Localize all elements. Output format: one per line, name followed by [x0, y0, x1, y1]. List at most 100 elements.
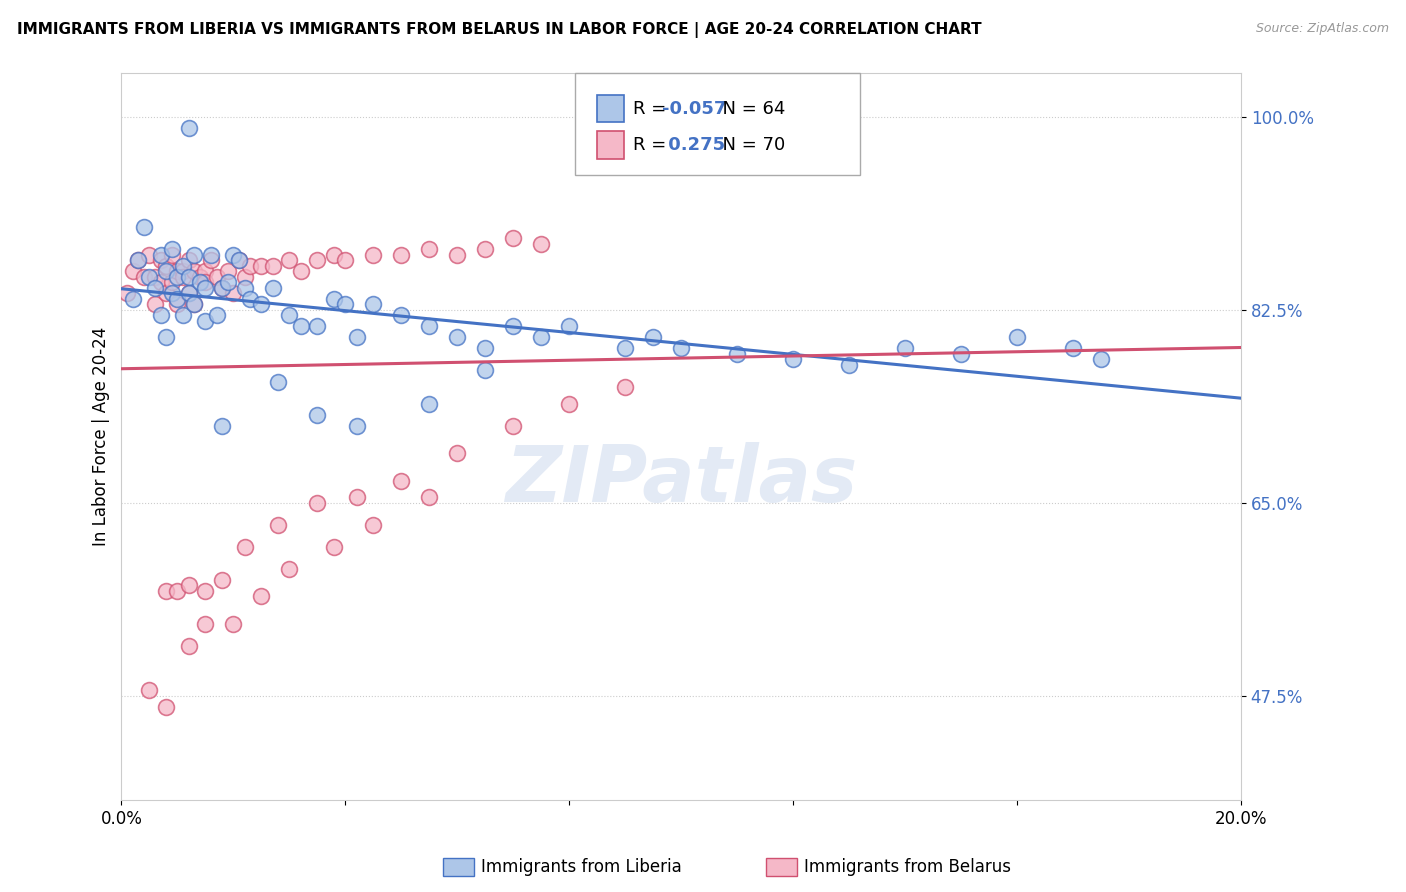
Point [211, 573, 233, 587]
Point [530, 330, 553, 344]
Point [363, 248, 385, 262]
Point [217, 276, 239, 290]
Point [250, 590, 273, 604]
Point [160, 242, 183, 256]
Point [346, 490, 368, 504]
Point [363, 297, 385, 311]
Point [1005, 330, 1028, 344]
Point [1090, 352, 1112, 367]
Point [155, 264, 177, 278]
Point [558, 319, 581, 334]
Text: ZIPatlas: ZIPatlas [505, 442, 858, 518]
Text: Immigrants from Belarus: Immigrants from Belarus [804, 858, 1011, 876]
Point [558, 396, 581, 410]
Point [307, 408, 329, 422]
Point [166, 292, 188, 306]
Point [418, 396, 440, 410]
Point [138, 248, 160, 262]
Point [160, 286, 183, 301]
Point [446, 248, 468, 262]
Point [346, 330, 368, 344]
Point [267, 517, 290, 532]
Point [172, 269, 194, 284]
Point [177, 121, 200, 136]
Text: N = 64: N = 64 [711, 100, 786, 118]
Point [115, 286, 138, 301]
Point [149, 248, 172, 262]
Text: -0.057: -0.057 [662, 100, 727, 118]
Point [149, 309, 172, 323]
Point [233, 540, 256, 554]
Point [474, 363, 496, 377]
Point [307, 253, 329, 268]
Point [155, 699, 177, 714]
Point [172, 264, 194, 278]
Point [166, 583, 188, 598]
Point [138, 683, 160, 698]
Point [446, 330, 468, 344]
Point [166, 269, 188, 284]
Point [278, 309, 301, 323]
Point [418, 319, 440, 334]
Point [132, 269, 155, 284]
Point [418, 490, 440, 504]
Point [194, 264, 217, 278]
Text: R =: R = [633, 136, 672, 154]
Point [211, 281, 233, 295]
Point [643, 330, 665, 344]
Point [474, 242, 496, 256]
Point [239, 259, 262, 273]
Point [222, 286, 245, 301]
Y-axis label: In Labor Force | Age 20-24: In Labor Force | Age 20-24 [93, 327, 110, 546]
Text: IMMIGRANTS FROM LIBERIA VS IMMIGRANTS FROM BELARUS IN LABOR FORCE | AGE 20-24 CO: IMMIGRANTS FROM LIBERIA VS IMMIGRANTS FR… [17, 22, 981, 38]
Point [782, 352, 804, 367]
Text: R =: R = [633, 100, 672, 118]
Point [502, 418, 524, 433]
Point [177, 269, 200, 284]
Point [217, 264, 239, 278]
Point [177, 286, 200, 301]
Point [183, 297, 205, 311]
Point [143, 297, 166, 311]
Point [233, 269, 256, 284]
Point [1062, 342, 1084, 356]
Point [614, 342, 637, 356]
Point [335, 253, 357, 268]
Point [250, 297, 273, 311]
Point [132, 220, 155, 235]
Point [211, 281, 233, 295]
Point [155, 259, 177, 273]
Text: Source: ZipAtlas.com: Source: ZipAtlas.com [1256, 22, 1389, 36]
Point [155, 286, 177, 301]
Point [121, 264, 143, 278]
Point [194, 281, 217, 295]
Point [160, 276, 183, 290]
Point [205, 309, 228, 323]
Point [200, 248, 222, 262]
Point [239, 292, 262, 306]
Point [669, 342, 692, 356]
Point [200, 253, 222, 268]
Point [149, 276, 172, 290]
Bar [598, 95, 624, 122]
Point [233, 281, 256, 295]
Point [155, 583, 177, 598]
Point [194, 314, 217, 328]
Point [323, 248, 346, 262]
Point [127, 253, 149, 268]
Point [389, 309, 412, 323]
Point [183, 297, 205, 311]
Point [502, 319, 524, 334]
Point [222, 616, 245, 631]
Point [127, 253, 149, 268]
Point [211, 418, 233, 433]
Point [205, 269, 228, 284]
Point [177, 286, 200, 301]
Point [389, 248, 412, 262]
Point [188, 276, 211, 290]
Point [194, 583, 217, 598]
Text: Immigrants from Liberia: Immigrants from Liberia [481, 858, 682, 876]
Point [502, 231, 524, 245]
Point [143, 281, 166, 295]
Point [389, 474, 412, 488]
